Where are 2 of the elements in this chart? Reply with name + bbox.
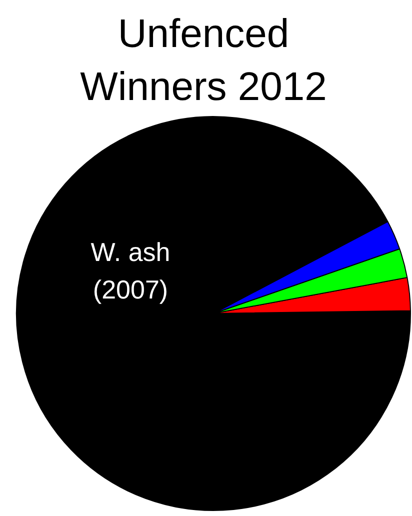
chart-title: Unfenced Winners 2012 xyxy=(80,12,327,109)
slice-label: W. ash (2007) xyxy=(90,236,170,304)
